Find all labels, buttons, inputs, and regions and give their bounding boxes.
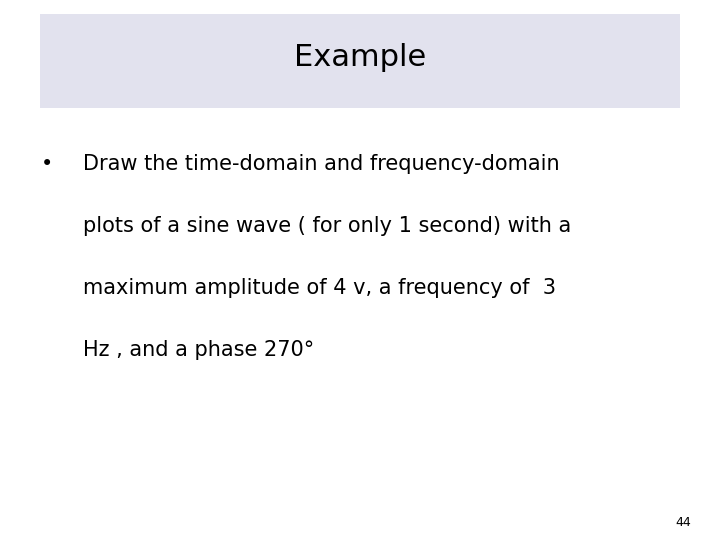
Text: •: • — [40, 154, 53, 174]
Text: Draw the time-domain and frequency-domain: Draw the time-domain and frequency-domai… — [83, 154, 559, 174]
Text: maximum amplitude of 4 v, a frequency of  3: maximum amplitude of 4 v, a frequency of… — [83, 278, 556, 298]
Text: 44: 44 — [675, 516, 691, 529]
Text: Hz , and a phase 270°: Hz , and a phase 270° — [83, 340, 314, 360]
FancyBboxPatch shape — [40, 14, 680, 108]
Text: Example: Example — [294, 43, 426, 72]
Text: plots of a sine wave ( for only 1 second) with a: plots of a sine wave ( for only 1 second… — [83, 216, 571, 236]
